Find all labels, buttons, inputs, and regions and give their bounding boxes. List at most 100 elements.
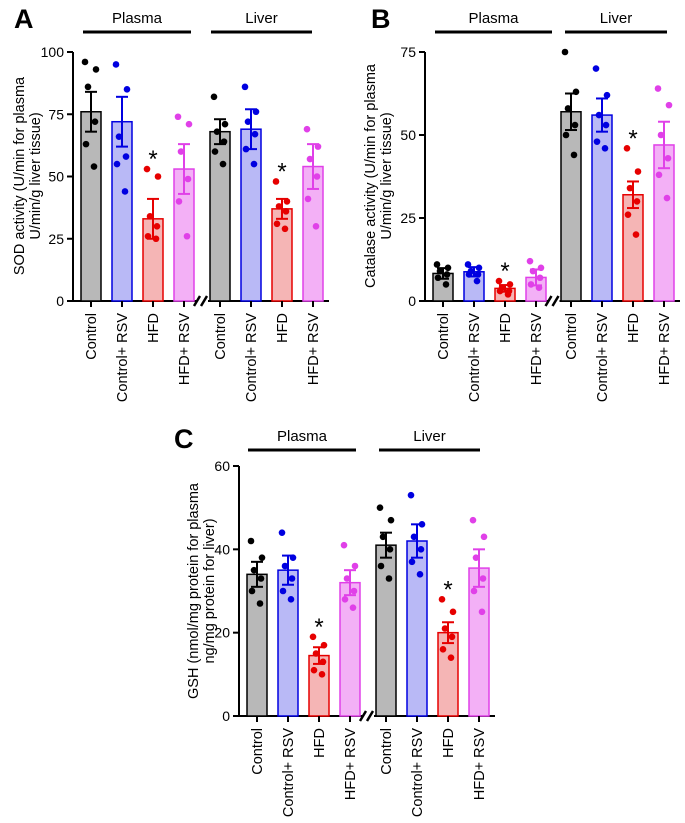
data-point: [441, 625, 449, 632]
data-point: [416, 571, 424, 578]
bar: [437, 631, 459, 717]
x-tick-label: Control: [564, 313, 580, 360]
bar: [406, 540, 428, 717]
data-point: [536, 274, 544, 282]
data-point: [221, 120, 229, 128]
x-tick-label: Control: [250, 728, 266, 775]
data-point: [438, 596, 446, 603]
panel-c-letter: C: [174, 424, 194, 454]
data-point: [115, 133, 123, 140]
y-tick-label: 0: [56, 293, 64, 309]
data-point: [624, 211, 632, 218]
data-point: [318, 671, 326, 678]
bar: [339, 581, 361, 717]
data-point: [443, 271, 451, 278]
data-point: [376, 504, 384, 511]
data-point: [288, 575, 296, 582]
data-point: [602, 121, 610, 129]
data-point: [81, 58, 89, 66]
significance-star: *: [148, 146, 157, 173]
group-label: Plasma: [277, 428, 328, 445]
data-point: [664, 154, 672, 162]
data-point: [309, 633, 317, 641]
data-point: [626, 184, 634, 192]
data-point: [472, 554, 480, 561]
x-tick-label: Control: [84, 313, 100, 360]
significance-star: *: [443, 576, 452, 603]
significance-star: *: [500, 258, 509, 285]
data-point: [379, 533, 387, 541]
data-point: [473, 277, 481, 285]
group-label: Plasma: [112, 10, 163, 27]
data-point: [593, 138, 601, 145]
data-point: [480, 533, 488, 541]
data-point: [595, 111, 603, 119]
data-point: [407, 491, 415, 499]
data-point: [251, 130, 259, 138]
data-point: [121, 188, 129, 195]
data-point: [464, 261, 472, 268]
data-point: [350, 587, 358, 595]
data-point: [248, 587, 256, 595]
data-point: [82, 140, 90, 148]
group-label: Liver: [600, 10, 633, 27]
data-point: [219, 160, 227, 168]
data-point: [436, 267, 444, 275]
data-point: [340, 541, 348, 549]
x-tick-label: Control+ RSV: [467, 313, 483, 402]
data-point: [310, 666, 318, 674]
y-tick-label: 100: [41, 44, 65, 60]
y-tick-label: 25: [48, 231, 64, 247]
data-point: [244, 118, 252, 126]
data-point: [495, 277, 503, 285]
y-axis-label: GSH (nmol/mg protein for plasma: [186, 482, 202, 699]
y-tick-label: 25: [400, 210, 416, 226]
data-point: [273, 220, 281, 228]
data-point: [564, 105, 572, 112]
x-tick-label: HFD+ RSV: [529, 313, 545, 385]
panel-a: A 0 25 50 75 100 SOD activity (U/min for plas…: [12, 4, 329, 402]
data-point: [386, 546, 394, 553]
x-tick-label: Control: [213, 313, 229, 360]
group-label: Plasma: [468, 10, 519, 27]
data-point: [241, 83, 249, 91]
data-point: [449, 608, 457, 616]
data-point: [123, 86, 131, 93]
y-axis-label: U/min/g liver tissue): [379, 112, 395, 239]
data-point: [287, 596, 295, 603]
x-tick-label: HFD: [275, 313, 291, 343]
significance-star: *: [314, 614, 323, 641]
data-point: [448, 633, 456, 641]
data-point: [304, 195, 312, 203]
x-tick-label: HFD+ RSV: [177, 313, 193, 385]
data-point: [175, 198, 183, 205]
x-tick-label: HFD+ RSV: [343, 728, 359, 800]
data-point: [282, 208, 290, 215]
y-axis-label: ng/mg protein for liver): [202, 518, 218, 663]
data-point: [250, 566, 258, 574]
y-tick-label: 0: [222, 708, 230, 724]
data-point: [256, 600, 264, 607]
data-point: [146, 213, 154, 220]
data-point: [281, 562, 289, 570]
bar: [246, 573, 268, 717]
data-point: [351, 562, 359, 570]
axis-break-mark: [544, 295, 553, 307]
data-point: [478, 608, 486, 616]
data-point: [410, 533, 418, 541]
data-point: [571, 121, 579, 129]
axis-break-mark: [192, 295, 202, 307]
data-point: [122, 153, 130, 160]
x-tick-label: HFD+ RSV: [472, 728, 488, 800]
data-point: [633, 198, 641, 205]
data-point: [312, 650, 320, 657]
data-point: [312, 223, 320, 230]
data-point: [504, 291, 512, 298]
data-point: [275, 203, 283, 210]
y-tick-label: 75: [48, 106, 64, 122]
y-tick-label: 75: [400, 44, 416, 60]
data-point: [387, 516, 395, 524]
x-tick-label: HFD: [146, 313, 162, 343]
data-point: [601, 144, 609, 152]
